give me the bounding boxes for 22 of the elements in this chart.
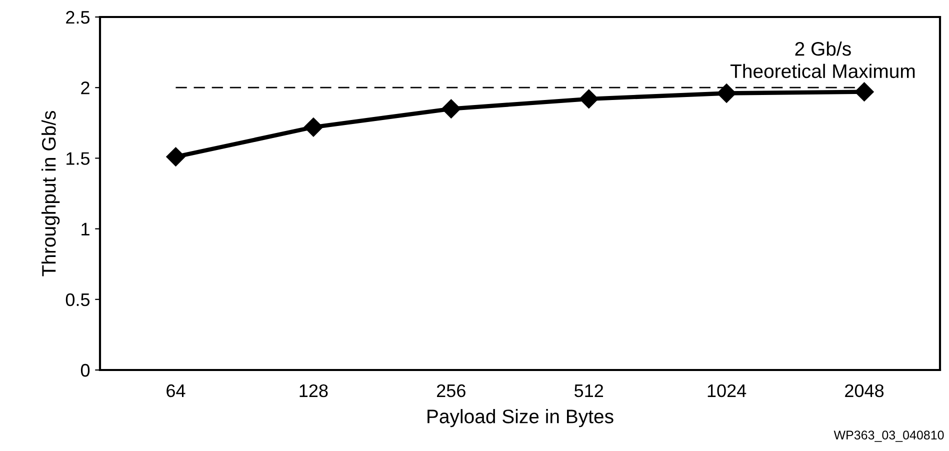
x-tick-label: 64 — [166, 384, 186, 398]
y-tick-label: 2 — [81, 82, 90, 94]
ref-line-label: 2 Gb/s Theoretical Maximum — [730, 41, 915, 78]
y-tick-label: 1 — [82, 222, 90, 236]
text: WP363_03_040810 — [834, 430, 944, 442]
y-tick-label: 2.5 — [66, 10, 90, 24]
x-axis-title: Payload Size in Bytes — [428, 409, 614, 428]
y-tick-label: 0.5 — [66, 293, 90, 306]
point — [717, 84, 736, 103]
point — [442, 99, 461, 118]
y-tick-label: 0 — [80, 364, 90, 377]
y-tick-label: 1.5 — [66, 152, 90, 165]
point — [579, 89, 598, 108]
y-axis-title: Throughput in Gb/s — [42, 110, 60, 276]
x-tick-label: 1024 — [708, 384, 746, 398]
x-tick-label: 128 — [300, 384, 328, 398]
x-tick-label: 512 — [574, 384, 604, 398]
point — [166, 147, 186, 166]
point — [304, 118, 323, 137]
x-tick-label: 256 — [436, 384, 466, 398]
point — [854, 82, 874, 102]
x-tick-label: 2048 — [845, 384, 884, 398]
